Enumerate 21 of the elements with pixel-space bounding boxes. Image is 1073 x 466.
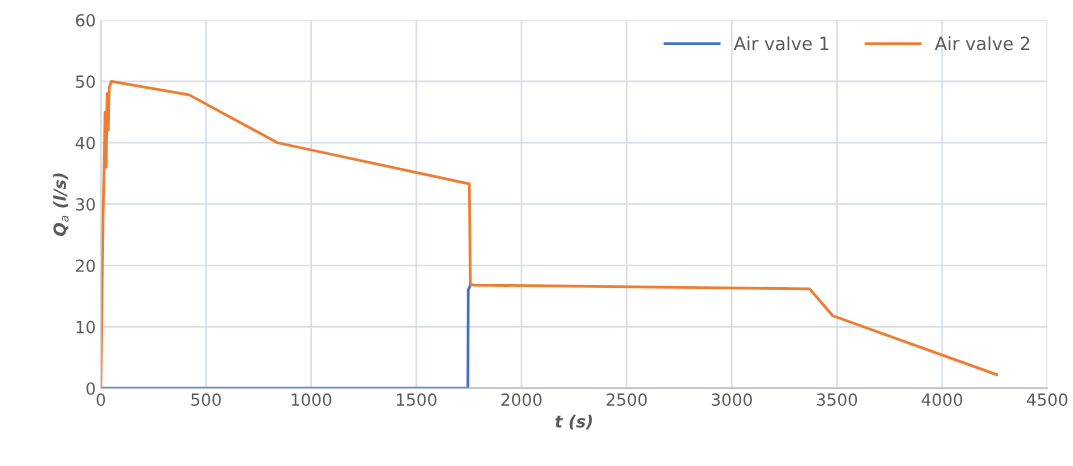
y-tick-label: 20 xyxy=(76,259,95,273)
x-tick-label: 500 xyxy=(191,393,221,406)
x-tick-label: 2500 xyxy=(606,393,647,406)
x-tick-label: 3000 xyxy=(711,393,752,406)
y-tick-label: 0 xyxy=(86,382,95,395)
legend-label: Air valve 2 xyxy=(934,36,1030,51)
x-tick-label: 1500 xyxy=(396,393,437,406)
x-tick-label: 4500 xyxy=(1026,393,1068,406)
y-tick-label: 30 xyxy=(76,198,95,211)
x-tick-label: 4000 xyxy=(921,393,963,406)
x-tick-label: 1000 xyxy=(291,393,332,406)
y-tick-label: 60 xyxy=(75,14,95,27)
y-tick-label: 50 xyxy=(76,75,95,88)
x-axis-title: t (s) xyxy=(555,414,592,430)
legend-label: Air valve 1 xyxy=(733,36,829,51)
x-tick-label: 0 xyxy=(96,393,106,406)
y-tick-label: 10 xyxy=(76,320,95,334)
y-axis-title: Q$_{a}$ (l/s) xyxy=(53,173,69,236)
x-tick-label: 3500 xyxy=(817,393,858,406)
y-tick-label: 40 xyxy=(75,136,95,150)
x-tick-label: 2000 xyxy=(501,393,542,406)
